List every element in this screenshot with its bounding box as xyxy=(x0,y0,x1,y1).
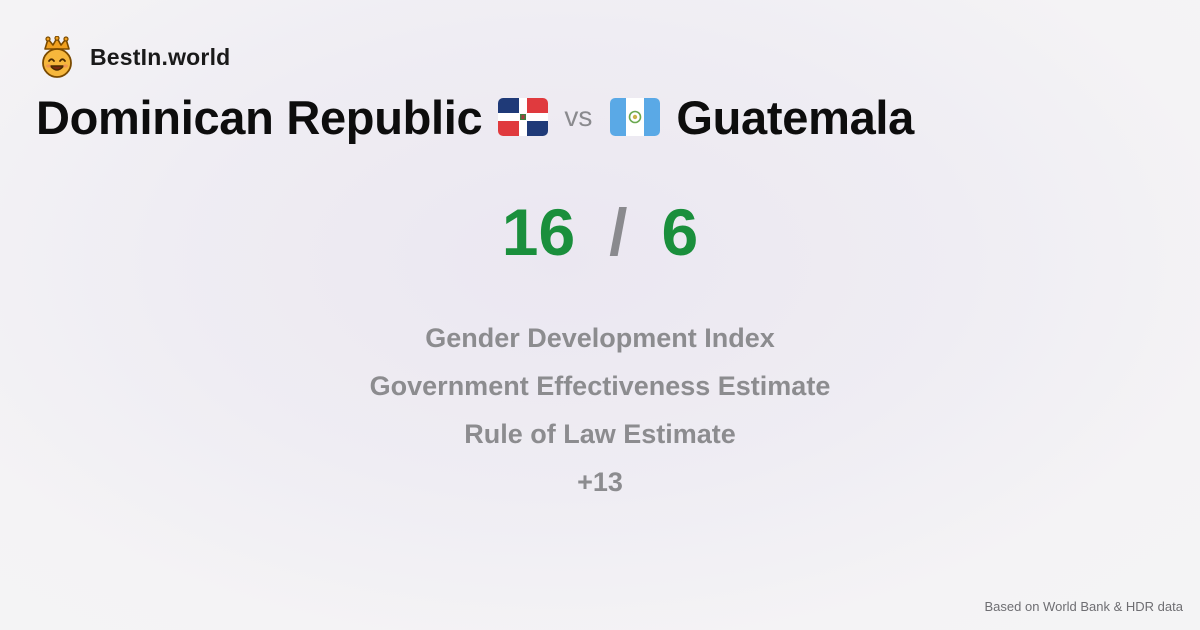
metric-item: Gender Development Index xyxy=(425,323,775,353)
brand-name: BestIn.world xyxy=(90,43,231,70)
score-display: 16 / 6 xyxy=(0,194,1200,270)
crown-smiley-icon xyxy=(42,36,72,78)
metric-item: Government Effectiveness Estimate xyxy=(369,371,831,401)
country-right-name: Guatemala xyxy=(676,90,915,144)
country-left-name: Dominican Republic xyxy=(36,90,483,144)
score-separator: / xyxy=(609,195,628,269)
comparison-title: Dominican Republic vs Guatemala xyxy=(36,88,914,146)
metric-item: Rule of Law Estimate xyxy=(464,419,736,449)
data-source-note: Based on World Bank & HDR data xyxy=(984,599,1183,614)
score-left: 16 xyxy=(501,195,576,269)
metric-more-count: +13 xyxy=(577,467,623,497)
brand[interactable]: BestIn.world xyxy=(37,36,230,78)
vs-label: vs xyxy=(564,101,593,132)
metric-list: Gender Development Index Government Effe… xyxy=(0,314,1200,506)
score-right: 6 xyxy=(661,195,699,269)
guatemala-flag-icon xyxy=(610,98,661,136)
dominican-republic-flag-icon xyxy=(498,98,549,136)
